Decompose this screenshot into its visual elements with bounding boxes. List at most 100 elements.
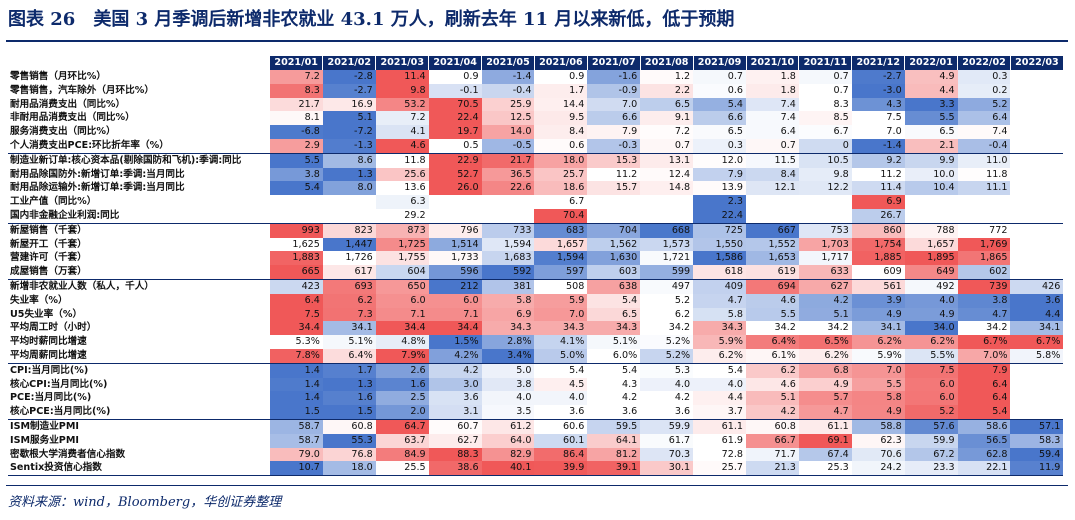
table-cell [587,209,640,223]
table-cell: 5.3% [270,335,323,349]
table-cell: 7.8% [270,348,323,364]
table-cell: 796 [428,222,482,238]
table-cell: 19.7 [428,125,482,139]
table-body: 零售销售（月环比%） 7.2 -2.8 11.4 0.9 -1.4 0.9 -1.6 1.2 0.… [8,70,1064,477]
table-cell: 8.1 [270,111,323,126]
table-cell: 4.6 [746,377,799,392]
table-row: 耐用品除运输外:新增订单:季调:当月同比 5.4 8.0 13.6 26.0 22.6 18… [8,181,1063,196]
table-cell: 6.2 [640,307,694,322]
table-cell: 58.8 [851,418,905,434]
table-cell: 617 [322,265,376,280]
row-label: 耐用品除国防外:新增订单:季调:当月同比 [10,168,185,180]
table-cell: 13.6 [375,181,429,196]
table-cell: 84.9 [375,447,429,462]
table-cell: 34.3 [693,321,747,336]
table-cell: 60.8 [746,418,799,434]
table-cell: 0.5 [428,138,482,154]
table-cell: 56.5 [957,433,1011,448]
table-cell: 409 [693,278,747,294]
table-cell: 5.1% [587,335,641,349]
table-cell [429,195,482,209]
table-cell: 9.5 [534,111,588,126]
table-cell: 0.6 [693,83,747,98]
table-row: CPI:当月同比(%) 1.4 1.7 2.6 4.2 5.0 5.4 5.4 5.3 5.4 6.… [8,362,1064,378]
table-cell: 4.9 [798,377,852,392]
table-cell: 61.2 [481,418,535,434]
table-cell: 60.7 [428,418,482,434]
table-cell: 18.6 [534,181,588,196]
table-cell: 860 [851,222,905,238]
table-cell: 6.4 [746,125,799,139]
table-cell: 4.4 [693,391,747,406]
table-cell [1010,195,1063,209]
table-cell: 5.0% [534,348,588,364]
table-cell: 5.8% [1010,348,1064,364]
table-cell: 8.5 [798,111,852,126]
table-cell [429,209,482,223]
table-cell: 772 [957,222,1011,238]
row-label: 服务消费支出（同比%） [10,126,116,138]
table-cell: -6.8 [270,125,323,139]
table-cell: 25.3 [798,461,852,477]
row-label: 零售销售，汽车除外（月环比%） [10,84,154,96]
table-cell: 67.4 [798,447,852,462]
table-cell: 6.3 [375,195,429,209]
table-cell: 9.2 [851,152,905,168]
table-cell: 79.0 [270,447,323,462]
table-cell: 7.3 [322,307,376,322]
table-cell: 4.6 [746,293,799,308]
table-cell: 4.6 [375,138,429,154]
table-cell: 8.4 [534,125,588,139]
table-cell: 4.7 [693,293,747,308]
table-cell: 70.6 [851,447,905,462]
table-cell: 60.8 [322,418,376,434]
table-cell [799,195,852,209]
table-cell: 8.3 [798,97,852,112]
table-cell: 1,726 [322,251,376,266]
table-cell: 40.1 [481,461,535,477]
table-row: 平均周工时（小时） 34.4 34.1 34.4 34.4 34.3 34.3 34.3 34.… [8,321,1064,336]
table-cell: 62.8 [957,447,1011,462]
table-cell: 23.3 [904,461,958,477]
table-cell: -0.1 [428,83,482,98]
table-cell: 5.0 [481,362,535,378]
table-cell: 6.4 [957,111,1011,126]
table-cell: 6.7% [1010,335,1064,349]
table-cell: 11.0 [957,152,1011,168]
table-row: Sentix投资信心指数 10.7 18.0 25.5 38.6 40.1 39.9 39.1… [8,461,1064,477]
table-cell: 13.9 [693,181,747,196]
table-cell: 627 [798,278,852,294]
table-row: 核心CPI:当月同比(%) 1.4 1.3 1.6 3.0 3.8 4.5 4.3 4.0 4.0… [8,377,1063,392]
table-cell: 5.9% [693,335,747,349]
table-row: 平均时薪同比增速 5.3% 5.1% 4.8% 1.5% 2.8% 4.1% 5.1% 5.2%… [8,335,1064,349]
table-cell: 5.8 [481,293,535,308]
table-cell: 11.4 [375,70,429,84]
table-cell: 6.7 [534,195,588,209]
table-cell: 22.1 [957,461,1011,477]
table-cell: 1,630 [587,251,641,266]
table-cell: 1.2 [640,70,694,84]
table-cell [1010,84,1063,98]
table-cell: 34.0 [904,321,958,336]
table-cell: 0.7 [693,70,747,84]
table-cell: 618 [693,265,747,280]
table-cell: 5.4 [534,362,588,378]
table-cell [640,195,693,209]
source-note: 资料来源：wind，Bloomberg，华创证券整理 [8,495,282,510]
table-cell: 21.3 [746,461,799,477]
table-cell: 492 [904,278,958,294]
table-cell: 7.0 [851,362,905,378]
table-cell: 26.0 [428,181,482,196]
table-cell: 21.7 [270,97,323,112]
table-cell: 30.1 [640,461,694,477]
table-cell [1010,139,1063,153]
table-cell: 88.3 [428,447,482,462]
table-cell: 3.6 [640,405,694,420]
table-cell: 4.2 [428,362,482,378]
table-cell: 694 [746,278,799,294]
table-cell: 5.1 [798,307,852,322]
table-cell: 34.4 [270,321,323,336]
table-cell: 34.1 [322,321,376,336]
table-cell: 0.6 [534,138,588,154]
table-cell [746,209,799,223]
